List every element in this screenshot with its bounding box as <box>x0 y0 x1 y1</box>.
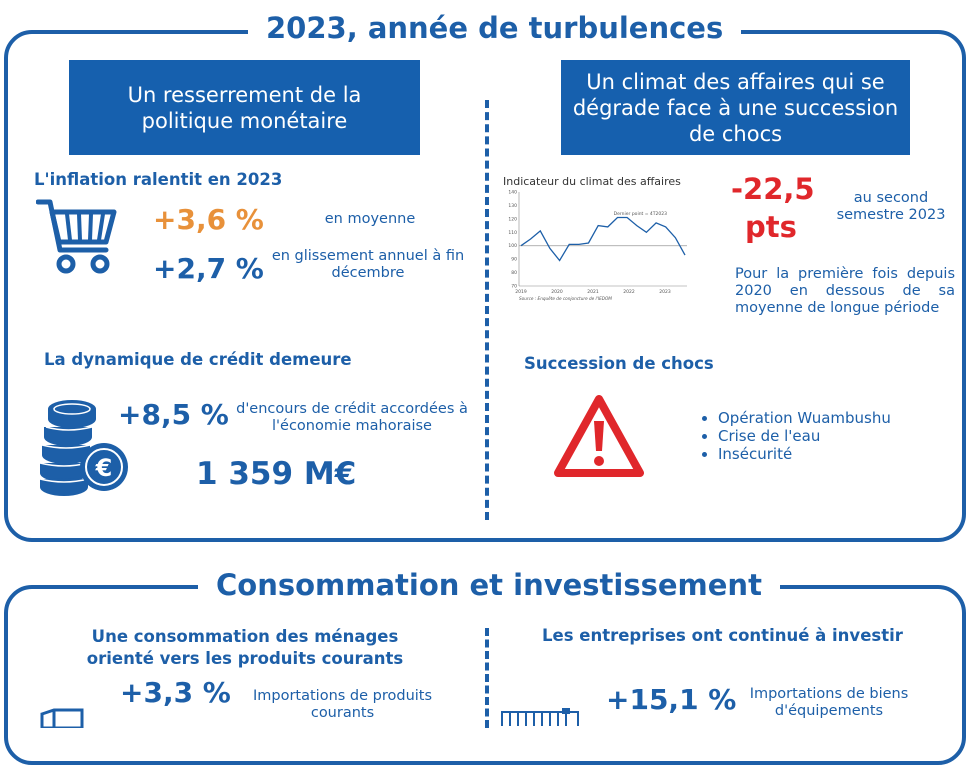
credit-growth-value: +8,5 % <box>118 398 229 431</box>
section1-divider <box>485 100 489 520</box>
inflation-yoy-label: en glissement annuel à fin décembre <box>271 248 465 281</box>
shocks-heading: Succession de chocs <box>524 354 714 373</box>
climate-drop-value: -22,5 pts <box>731 170 815 246</box>
climate-paragraph: Pour la première fois depuis 2020 en des… <box>735 266 955 316</box>
climate-drop-label: au second semestre 2023 <box>836 190 946 223</box>
section1-title: 2023, année de turbulences <box>248 8 742 48</box>
chart-y-tick-label: 70 <box>511 284 517 290</box>
chart-y-tick-label: 110 <box>508 230 517 236</box>
business-climate-chart: Indicateur du climat des affaires 70 80 90… <box>503 172 708 312</box>
section2-title: Consommation et investissement <box>198 565 780 605</box>
right-banner: Un climat des affaires qui se dégrade fa… <box>561 60 910 155</box>
chart-series-line <box>520 216 686 262</box>
factory-icon <box>500 706 580 729</box>
chart-x-tick-label: 2021 <box>587 289 599 295</box>
investment-heading: Les entreprises ont continué à investir <box>542 626 903 645</box>
chart-annotation: Dernier point = 4T2023 <box>614 211 667 217</box>
chart-x-tick-label: 2020 <box>551 289 563 295</box>
chart-title: Indicateur du climat des affaires <box>503 175 681 188</box>
chart-y-tick-label: 90 <box>511 257 517 263</box>
chart-y-tick-label: 80 <box>511 270 517 276</box>
credit-amount: 1 359 M€ <box>196 456 357 492</box>
shopping-cart-icon <box>35 196 118 278</box>
chart-source: Source : Enquête de conjoncture de l'IED… <box>519 296 612 301</box>
chart-y-tick-label: 140 <box>508 190 517 196</box>
list-item: Insécurité <box>718 445 940 463</box>
left-banner: Un resserrement de la politique monétair… <box>69 60 420 155</box>
investment-label: Importations de biens d'équipements <box>749 686 909 719</box>
section2-divider <box>485 628 489 728</box>
inflation-yoy-value: +2,7 % <box>153 252 264 285</box>
list-item: Opération Wuambushu <box>718 409 940 427</box>
warning-triangle-icon <box>552 393 646 479</box>
consumption-value: +3,3 % <box>120 676 231 709</box>
consumption-heading: Une consommation des ménages orienté ver… <box>40 626 450 670</box>
climate-drop-unit: pts <box>745 210 797 244</box>
consumption-heading-line2: orienté vers les produits courants <box>86 649 404 668</box>
chart-y-tick-label: 100 <box>508 243 517 249</box>
chart-y-tick-label: 120 <box>508 216 517 222</box>
consumption-label: Importations de produits courants <box>252 688 433 721</box>
chart-x-tick-label: 2023 <box>659 289 671 295</box>
inflation-average-label: en moyenne <box>324 211 416 227</box>
coins-euro-icon: € <box>36 395 132 497</box>
climate-drop-number: -22,5 <box>731 172 815 206</box>
chart-x-tick-label: 2019 <box>515 289 527 295</box>
inflation-average-value: +3,6 % <box>153 203 264 236</box>
chart-y-tick-label: 130 <box>508 203 517 209</box>
shocks-list: Opération Wuambushu Crise de l'eau Inséc… <box>700 409 940 463</box>
investment-value: +15,1 % <box>606 683 737 716</box>
inflation-heading: L'inflation ralentit en 2023 <box>34 170 283 189</box>
credit-heading: La dynamique de crédit demeure <box>44 350 352 369</box>
package-icon <box>40 708 84 730</box>
chart-x-tick-label: 2022 <box>623 289 635 295</box>
list-item: Crise de l'eau <box>718 427 940 445</box>
consumption-heading-line1: Une consommation des ménages <box>91 627 399 646</box>
credit-growth-label: d'encours de crédit accordées à l'économ… <box>236 401 468 434</box>
svg-text:€: € <box>95 454 113 482</box>
